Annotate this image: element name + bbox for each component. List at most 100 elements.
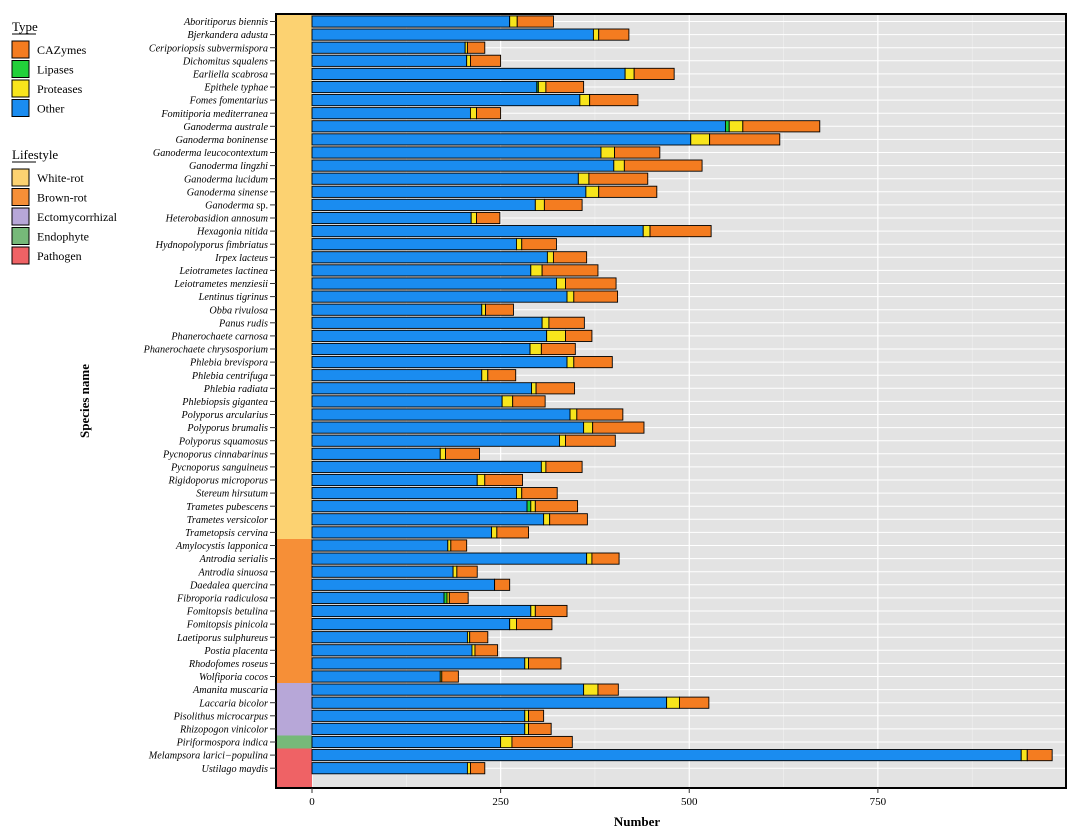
bar-segment-proteases (516, 487, 523, 500)
lifestyle-cell (276, 421, 312, 435)
lifestyle-cell (276, 290, 312, 304)
lifestyle-cell (276, 617, 312, 631)
bar-segment-other (311, 80, 538, 94)
lifestyle-cell (276, 748, 312, 762)
species-genus: Ganoderma (205, 201, 256, 212)
bar-segment-cazymes (487, 369, 517, 382)
bar-segment-cazymes (588, 172, 649, 185)
species-label: Ganoderma sp. (205, 201, 268, 212)
lifestyle-cell (276, 80, 312, 94)
bar-segment-other (311, 722, 526, 735)
bar-segment-proteases (559, 434, 566, 447)
species-label: Fomitiporia mediterranea (160, 109, 268, 120)
bar-segment-proteases (586, 552, 593, 565)
bar-segment-cazymes (633, 67, 675, 80)
species-label: Heterobasidion annosum (165, 214, 268, 225)
bar-segment-other (311, 146, 602, 159)
species-label: Obba rivulosa (209, 305, 268, 316)
bar-segment-cazymes (591, 552, 620, 565)
bar-segment-proteases (529, 342, 542, 356)
species-label: Wolfiporia cocos (199, 672, 268, 683)
lifestyle-cell (276, 119, 312, 133)
bar-segment-cazymes (534, 604, 568, 618)
species-label: Laccaria bicolor (198, 698, 268, 709)
species-label: Polyporus brumalis (186, 423, 268, 434)
species-label: Fomitopsis betulina (186, 607, 268, 618)
lifestyle-cell (276, 486, 312, 500)
lifestyle-cell (276, 565, 312, 579)
lifestyle-cell (276, 381, 312, 395)
species-label: Bjerkandera adusta (187, 30, 268, 41)
type-legend-swatch (11, 99, 30, 117)
bar-segment-proteases (541, 316, 550, 329)
lifestyle-legend-swatch (11, 227, 30, 245)
lifestyle-cell (276, 473, 312, 487)
bar-segment-cazymes (678, 696, 710, 709)
bar-segment-cazymes (494, 578, 511, 591)
bar-segment-proteases (531, 382, 537, 395)
bar-segment-cazymes (565, 434, 616, 447)
species-label: Phlebia radiata (203, 384, 268, 395)
bar-segment-cazymes (742, 120, 821, 133)
type-legend-label: Proteases (37, 82, 83, 96)
bar-segment-other (311, 356, 568, 369)
bar-segment-cazymes (450, 539, 468, 552)
lifestyle-legend-swatch (11, 168, 30, 187)
species-label: Stereum hirsutum (196, 489, 268, 500)
bar-segment-proteases (600, 146, 616, 159)
species-label: Ganoderma sinense (187, 187, 269, 198)
x-tick-label: 250 (492, 796, 509, 808)
bar-segment-cazymes (476, 211, 501, 225)
species-label: Pycnoporus sanguineus (170, 463, 268, 474)
lifestyle-cell (276, 499, 312, 513)
bar-segment-proteases (509, 618, 517, 631)
bar-segment-other (311, 198, 536, 211)
lifestyle-legend-swatch (11, 188, 30, 206)
lifestyle-cell (276, 355, 312, 369)
bar-segment-other (311, 395, 503, 408)
bar-segment-cazymes (474, 644, 499, 657)
bar-segment-other (311, 526, 493, 539)
bar-segment-lipases (725, 120, 730, 133)
bar-segment-cazymes (476, 107, 502, 120)
x-tick-label: 0 (309, 796, 315, 808)
bar-segment-other (311, 749, 1022, 762)
species-label: Fomitopsis pinicola (186, 620, 268, 631)
lifestyle-cell (276, 696, 312, 710)
bar-segment-proteases (452, 565, 458, 578)
bar-segment-other (311, 303, 483, 316)
type-legend-label: Lipases (37, 63, 74, 77)
bar-segment-other (311, 15, 511, 28)
bar-segment-cazymes (649, 225, 712, 238)
bar-segment-other (311, 408, 571, 421)
bar-segment-cazymes (565, 329, 593, 342)
bar-segment-other (311, 696, 668, 709)
bar-segment-cazymes (496, 526, 529, 539)
bar-segment-proteases (546, 251, 554, 264)
bar-segment-cazymes (448, 591, 469, 604)
species-label: Ganoderma boninense (175, 135, 268, 146)
lifestyle-cell (276, 735, 312, 749)
lifestyle-cell (276, 447, 312, 461)
lifestyle-cell (276, 394, 312, 408)
type-legend-swatch (11, 60, 30, 78)
bar-segment-proteases (530, 264, 543, 277)
bar-segment-cazymes (548, 316, 585, 329)
lifestyle-cell (276, 276, 312, 291)
lifestyle-legend-title: Lifestyle (12, 147, 58, 162)
lifestyle-cell (276, 709, 312, 723)
legend: Type CAZymes Lipases Proteases Other Lifestyl… (11, 19, 118, 265)
bar-segment-proteases (491, 526, 498, 539)
species-label: Lentinus tigrinus (198, 292, 268, 303)
bar-segment-other (311, 41, 466, 54)
lifestyle-legend-swatch (11, 246, 30, 265)
species-label: Phlebiopsis gigantea (181, 397, 268, 408)
bar-segment-lipases (443, 591, 448, 604)
lifestyle-cell (276, 683, 312, 697)
species-label: Trametes versicolor (187, 515, 268, 526)
bar-segment-other (311, 644, 473, 657)
lifestyle-cell (276, 93, 312, 107)
lifestyle-cell (276, 316, 312, 330)
species-label: Ganoderma leucocontextum (153, 148, 268, 159)
